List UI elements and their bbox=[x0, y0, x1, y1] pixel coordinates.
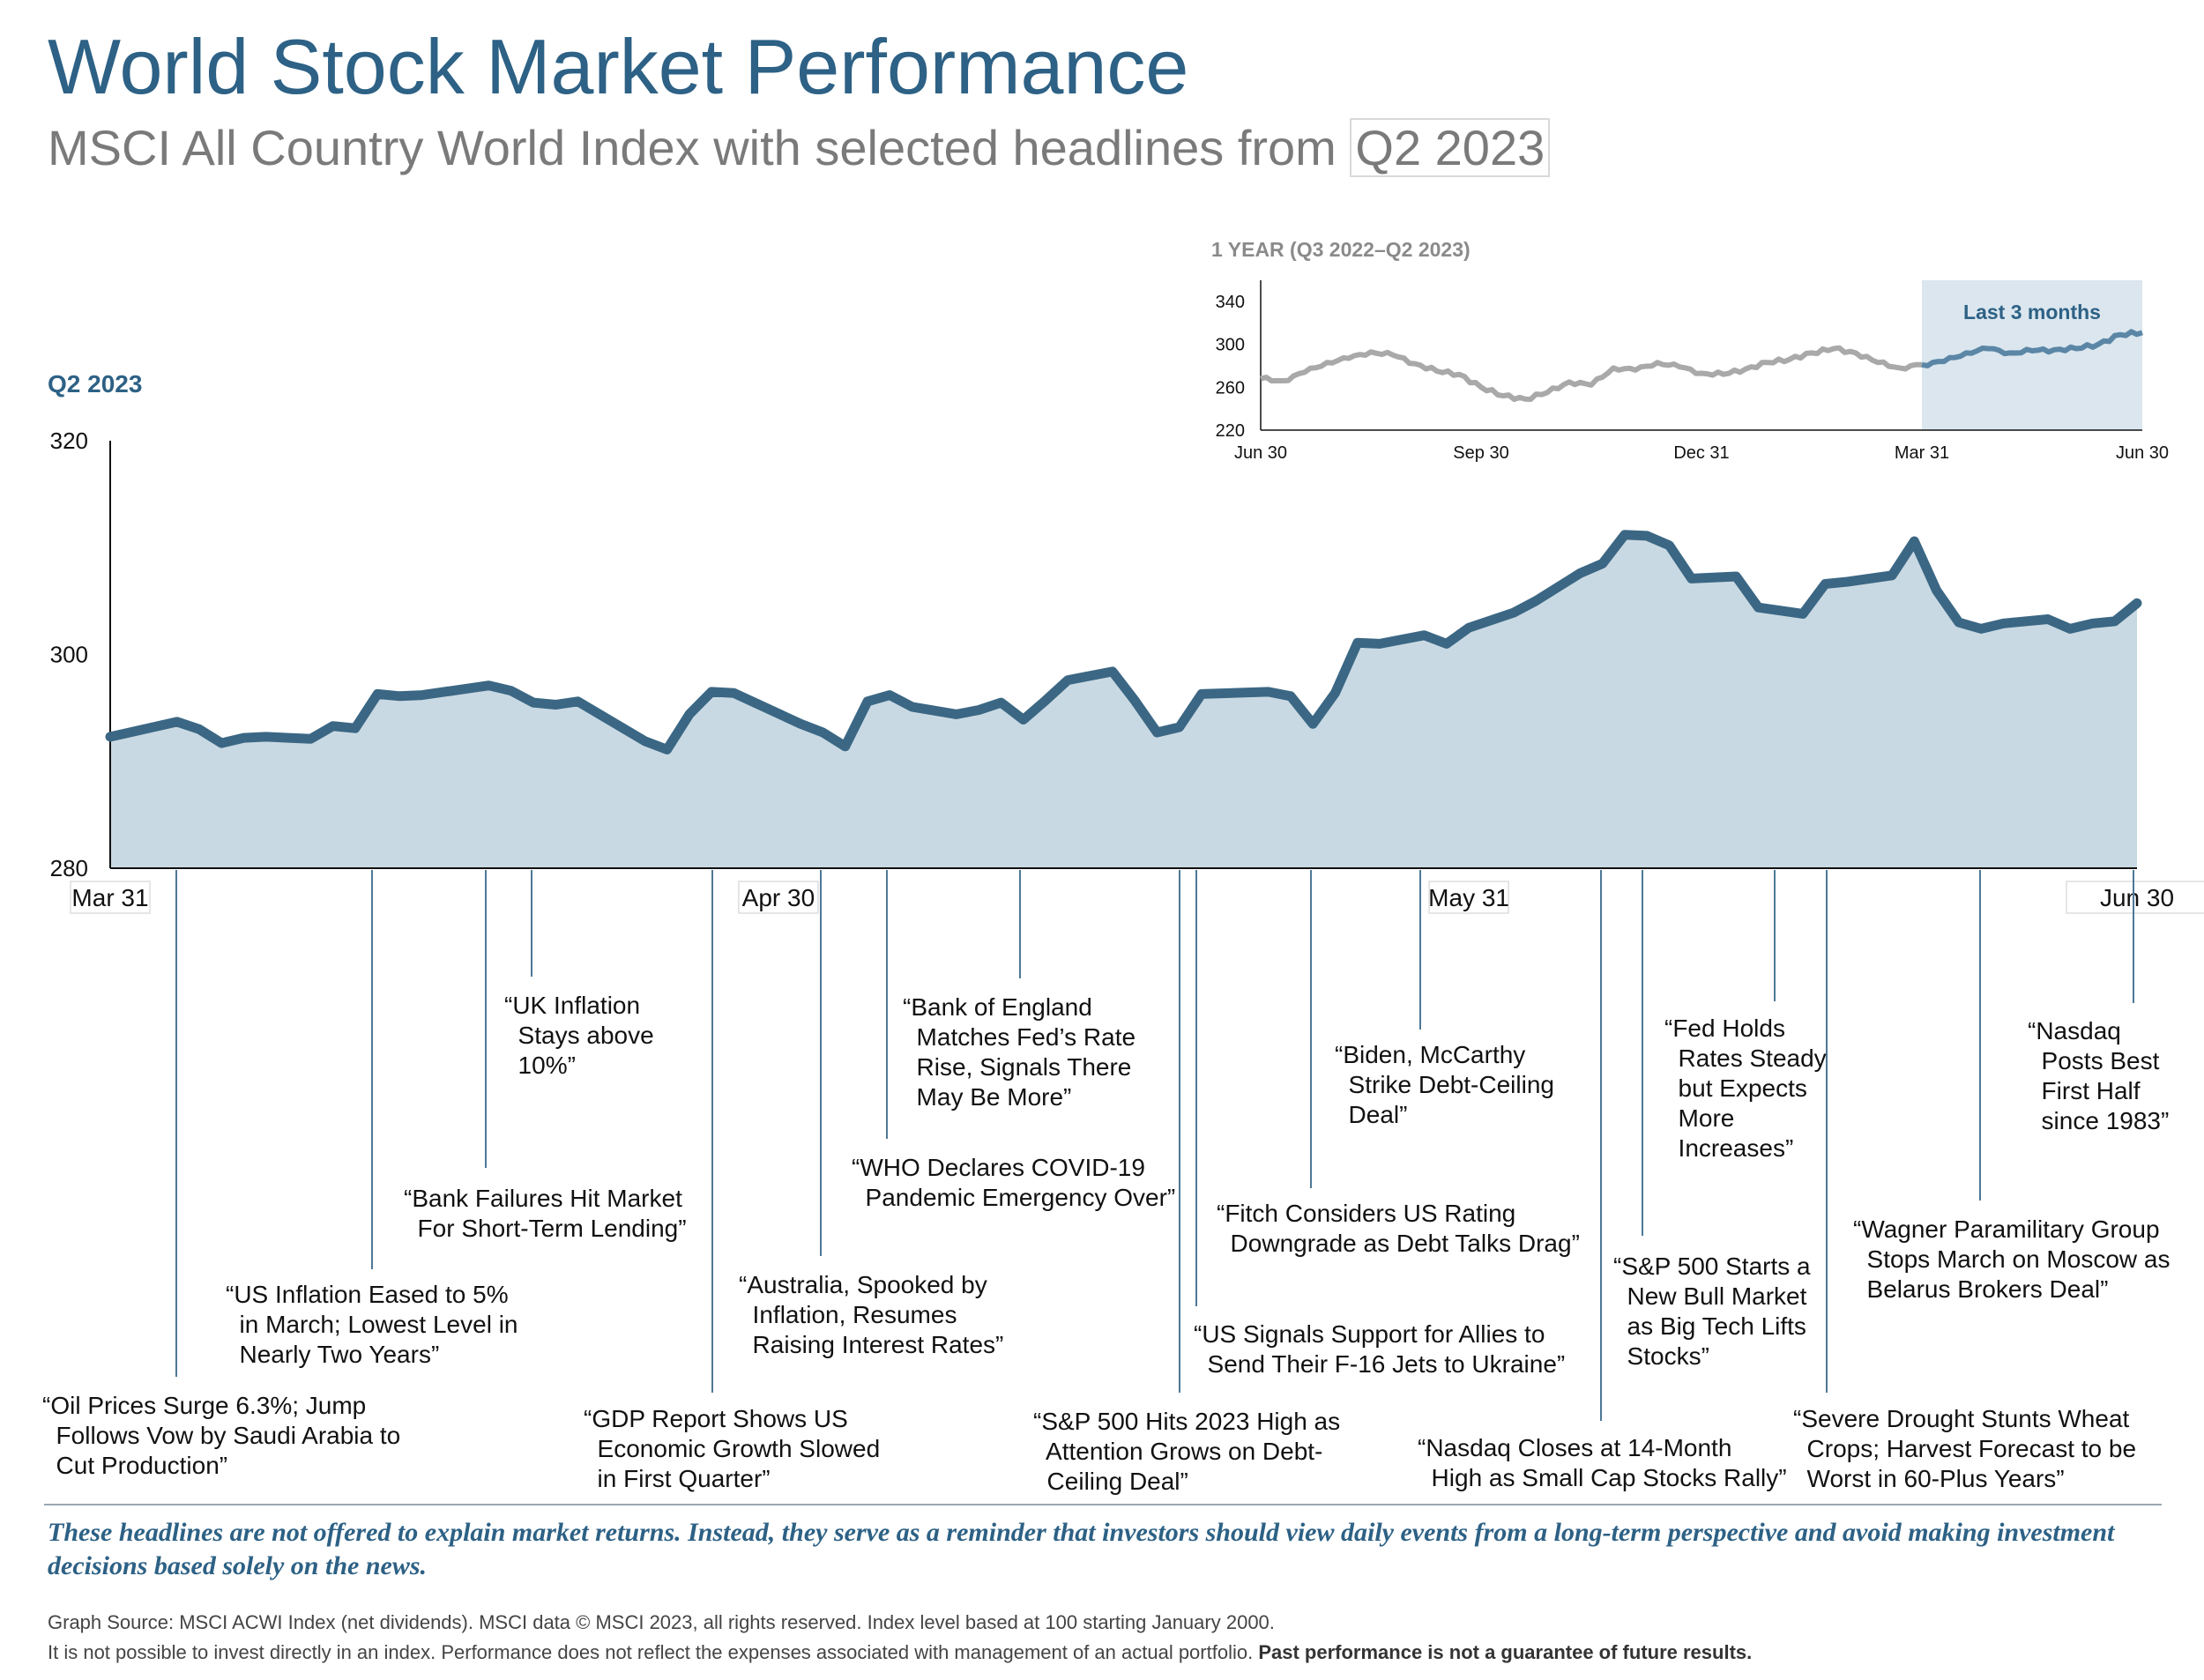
main-x-tick-box bbox=[2066, 881, 2204, 914]
inset-title: 1 YEAR (Q3 2022–Q2 2023) bbox=[1211, 238, 1471, 261]
headline-sp500-bull-market: “S&P 500 Starts a New Bull Market as Big… bbox=[1613, 1253, 1811, 1370]
inset-x-tick-label: Dec 31 bbox=[1673, 443, 1729, 463]
inset-y-tick-label: 340 bbox=[1216, 293, 1245, 312]
page-subtitle: MSCI All Country World Index with select… bbox=[48, 118, 1551, 177]
headline-us-inflation-eased: “US Inflation Eased to 5% in March; Lowe… bbox=[226, 1281, 518, 1368]
main-x-tick-label: Jun 30 bbox=[2100, 884, 2174, 911]
inset-y-tick-label: 260 bbox=[1216, 378, 1245, 398]
main-x-tick-box bbox=[1428, 881, 1509, 914]
headline-fed-holds: “Fed Holds Rates Steady but Expects More… bbox=[1664, 1015, 1827, 1162]
inset-y-tick-label: 220 bbox=[1216, 421, 1245, 441]
source-line-1: Graph Source: MSCI ACWI Index (net divid… bbox=[48, 1611, 1275, 1633]
inset-x-tick-label: Sep 30 bbox=[1453, 443, 1508, 463]
footer-divider bbox=[44, 1504, 2162, 1505]
main-x-tick-label: May 31 bbox=[1428, 884, 1509, 911]
headline-bank-of-england: “Bank of England Matches Fed’s Rate Rise… bbox=[903, 993, 1136, 1111]
main-x-tick-box bbox=[70, 881, 151, 914]
headline-f16-ukraine: “US Signals Support for Allies to Send T… bbox=[1194, 1320, 1566, 1378]
source-line-2: It is not possible to invest directly in… bbox=[48, 1638, 1752, 1668]
headline-oil-prices: “Oil Prices Surge 6.3%; Jump Follows Vow… bbox=[42, 1392, 401, 1479]
inset-chart: Last 3 months 340 300 260 220 Jun 30 Sep 30 D… bbox=[1216, 280, 2169, 463]
inset-series-line-recent bbox=[1921, 329, 2143, 368]
inset-y-tick-label: 300 bbox=[1216, 336, 1245, 355]
headline-who-covid: “WHO Declares COVID-19 Pandemic Emergenc… bbox=[852, 1154, 1176, 1211]
page-title: World Stock Market Performance bbox=[48, 23, 1189, 110]
main-chart-label: Q2 2023 bbox=[48, 370, 143, 398]
source-line-2-bold: Past performance is not a guarantee of f… bbox=[1258, 1641, 1753, 1663]
main-chart: 320 300 280 Mar 31 Apr 30 May 31 Jun 30 bbox=[50, 427, 2204, 1421]
inset-highlight-label: Last 3 months bbox=[1963, 301, 2101, 323]
main-x-tick-box bbox=[738, 881, 819, 914]
headline-severe-drought: “Severe Drought Stunts Wheat Crops; Harv… bbox=[1793, 1405, 2137, 1492]
inset-y-axis: 340 300 260 220 bbox=[1216, 293, 1245, 441]
subtitle-period: Q2 2023 bbox=[1350, 118, 1551, 177]
main-y-tick-label: 280 bbox=[50, 855, 88, 881]
main-series-line bbox=[105, 530, 2142, 755]
main-y-tick-label: 300 bbox=[50, 642, 88, 668]
headline-biden-mccarthy: “Biden, McCarthy Strike Debt-Ceiling Dea… bbox=[1335, 1041, 1554, 1128]
inset-x-tick-label: Jun 30 bbox=[1234, 443, 1287, 463]
footer-disclaimer: These headlines are not offered to expla… bbox=[48, 1518, 2115, 1580]
main-y-axis: 320 300 280 bbox=[50, 427, 88, 881]
headline-nasdaq-14-month: “Nasdaq Closes at 14-Month High as Small… bbox=[1418, 1434, 1787, 1491]
headline-uk-inflation: “UK Inflation Stays above 10%” bbox=[504, 992, 654, 1079]
headline-fitch: “Fitch Considers US Rating Downgrade as … bbox=[1217, 1200, 1580, 1257]
headline-leader-lines bbox=[175, 870, 2134, 1421]
headline-sp500-2023-high: “S&P 500 Hits 2023 High as Attention Gro… bbox=[1033, 1408, 1341, 1495]
headline-nasdaq-best-first-half: “Nasdaq Posts Best First Half since 1983… bbox=[2028, 1017, 2170, 1134]
main-x-tick-label: Mar 31 bbox=[71, 884, 148, 911]
main-y-tick-label: 320 bbox=[50, 427, 88, 454]
inset-series-line-past bbox=[1260, 345, 1923, 402]
subtitle-prefix: MSCI All Country World Index with select… bbox=[48, 120, 1351, 175]
inset-x-tick-label: Mar 31 bbox=[1895, 443, 1949, 463]
main-area-fill bbox=[110, 534, 2137, 868]
inset-x-axis: Jun 30 Sep 30 Dec 31 Mar 31 Jun 30 bbox=[1234, 443, 2169, 463]
headline-bank-failures: “Bank Failures Hit Market For Short-Term… bbox=[404, 1185, 687, 1242]
source-line-2-text: It is not possible to invest directly in… bbox=[48, 1641, 1259, 1663]
main-x-axis: Mar 31 Apr 30 May 31 Jun 30 bbox=[70, 881, 2204, 914]
inset-x-tick-label: Jun 30 bbox=[2116, 443, 2169, 463]
footer-source: Graph Source: MSCI ACWI Index (net divid… bbox=[48, 1608, 1752, 1668]
main-x-tick-label: Apr 30 bbox=[742, 884, 815, 911]
headline-wagner: “Wagner Paramilitary Group Stops March o… bbox=[1853, 1215, 2170, 1303]
headline-gdp-report: “GDP Report Shows US Economic Growth Slo… bbox=[584, 1405, 881, 1492]
headline-australia: “Australia, Spooked by Inflation, Resume… bbox=[739, 1271, 1004, 1358]
